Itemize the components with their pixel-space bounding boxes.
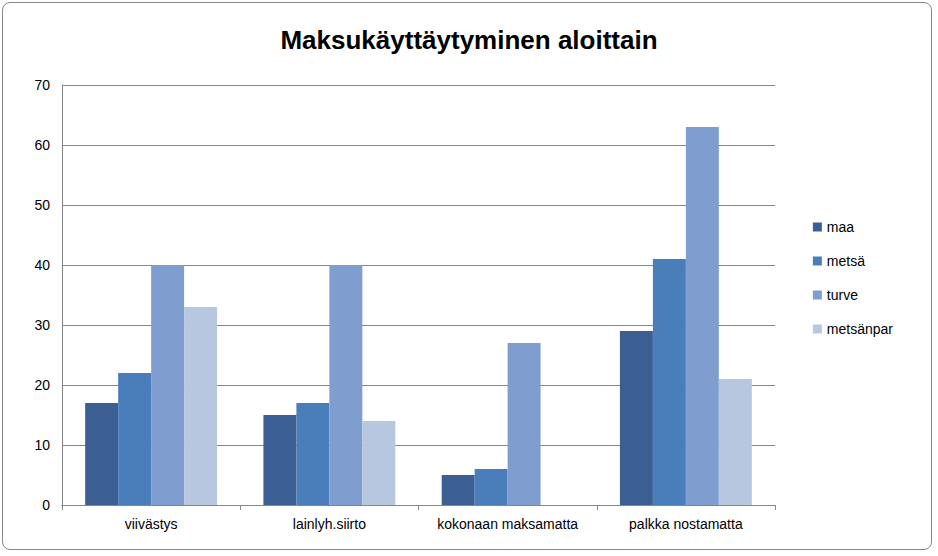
svg-text:30: 30 <box>34 317 50 333</box>
svg-text:50: 50 <box>34 197 50 213</box>
svg-text:70: 70 <box>34 77 50 93</box>
svg-text:60: 60 <box>34 137 50 153</box>
svg-text:20: 20 <box>34 377 50 393</box>
svg-text:metsänpar: metsänpar <box>827 321 893 337</box>
svg-text:palkka nostamatta: palkka nostamatta <box>629 516 743 532</box>
svg-text:lainlyh.siirto: lainlyh.siirto <box>293 516 366 532</box>
svg-text:0: 0 <box>42 497 50 513</box>
svg-text:40: 40 <box>34 257 50 273</box>
svg-text:10: 10 <box>34 437 50 453</box>
svg-text:metsä: metsä <box>827 253 865 269</box>
svg-text:turve: turve <box>827 287 858 303</box>
svg-text:viivästys: viivästys <box>125 516 178 532</box>
svg-text:kokonaan maksamatta: kokonaan maksamatta <box>437 516 578 532</box>
svg-text:Maksukäyttäytyminen aloittain: Maksukäyttäytyminen aloittain <box>280 25 657 55</box>
svg-text:maa: maa <box>827 219 854 235</box>
